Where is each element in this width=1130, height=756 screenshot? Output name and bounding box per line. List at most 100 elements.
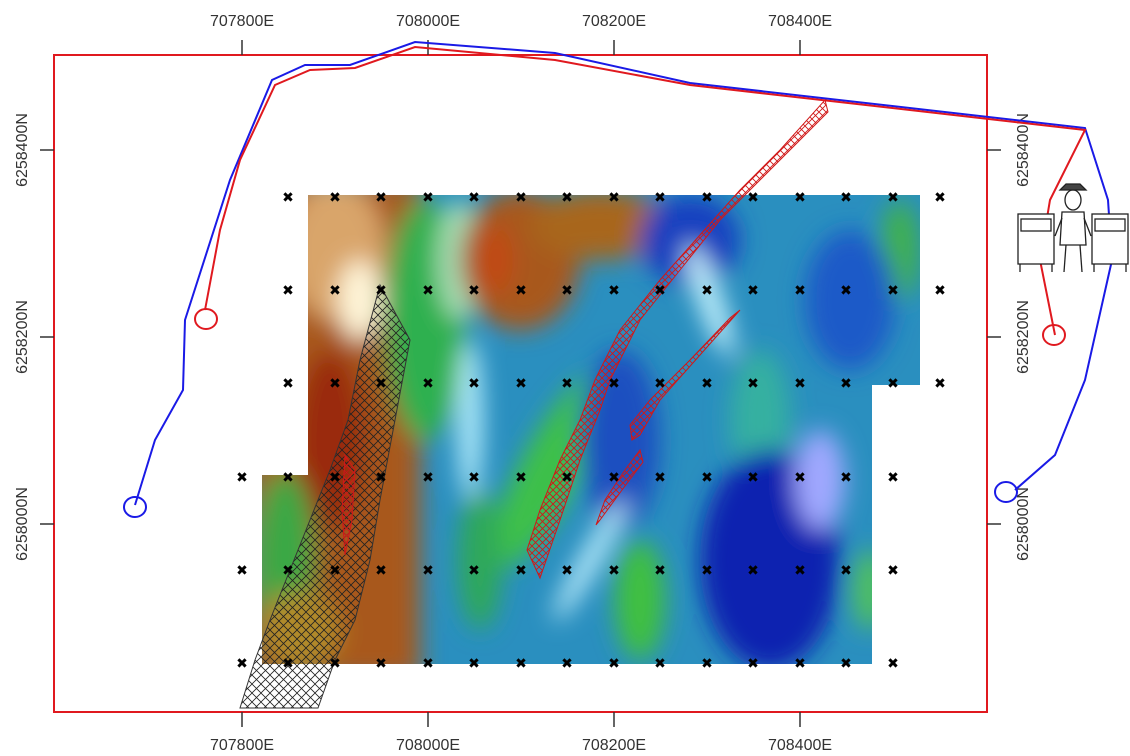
easting-label-bottom-3: 708200E <box>582 737 646 754</box>
blue-survey-track <box>134 40 1114 506</box>
easting-label-top-4: 708400E <box>768 13 832 30</box>
grid-station-marker: ✖ <box>747 283 759 299</box>
northing-label-left-3: 6258000N <box>14 487 31 561</box>
grid-station-marker: ✖ <box>840 283 852 299</box>
grid-station-marker: ✖ <box>701 656 713 672</box>
northing-label-left-2: 6258200N <box>14 300 31 374</box>
grid-station-marker: ✖ <box>282 376 294 392</box>
grid-station-marker: ✖ <box>654 376 666 392</box>
grid-station-marker: ✖ <box>375 283 387 299</box>
grid-station-marker: ✖ <box>236 563 248 579</box>
grid-station-marker: ✖ <box>794 656 806 672</box>
grid-station-marker: ✖ <box>934 190 946 206</box>
red-hatched-zone-3 <box>595 448 644 526</box>
grid-station-marker: ✖ <box>282 283 294 299</box>
grid-station-marker: ✖ <box>515 283 527 299</box>
grid-station-marker: ✖ <box>375 656 387 672</box>
grid-station-marker: ✖ <box>561 190 573 206</box>
grid-station-marker: ✖ <box>282 470 294 486</box>
grid-station-marker: ✖ <box>887 656 899 672</box>
grid-station-marker: ✖ <box>468 376 480 392</box>
grid-station-marker: ✖ <box>701 470 713 486</box>
grid-station-marker: ✖ <box>468 283 480 299</box>
grid-station-marker: ✖ <box>794 563 806 579</box>
grid-station-marker: ✖ <box>747 190 759 206</box>
grid-station-marker: ✖ <box>422 283 434 299</box>
red-hatched-sliver <box>341 453 356 556</box>
grid-station-marker: ✖ <box>747 656 759 672</box>
grid-station-marker: ✖ <box>887 470 899 486</box>
easting-label-bottom-4: 708400E <box>768 737 832 754</box>
grid-station-marker: ✖ <box>375 470 387 486</box>
grid-station-marker: ✖ <box>701 563 713 579</box>
grid-station-marker: ✖ <box>236 470 248 486</box>
grid-station-marker: ✖ <box>608 563 620 579</box>
grid-station-marker: ✖ <box>329 190 341 206</box>
grid-station-marker: ✖ <box>840 376 852 392</box>
grid-station-marker: ✖ <box>375 190 387 206</box>
grid-station-marker: ✖ <box>608 190 620 206</box>
grid-station-marker: ✖ <box>422 190 434 206</box>
grid-station-marker: ✖ <box>794 190 806 206</box>
northing-label-left-1: 6258400N <box>14 113 31 187</box>
grid-station-marker: ✖ <box>329 283 341 299</box>
grid-station-marker: ✖ <box>468 470 480 486</box>
grid-station-marker: ✖ <box>282 190 294 206</box>
blue-track-start-circle-east <box>994 481 1018 503</box>
grid-station-marker: ✖ <box>375 563 387 579</box>
grid-station-marker: ✖ <box>887 190 899 206</box>
grid-station-marker: ✖ <box>561 376 573 392</box>
grid-station-marker: ✖ <box>561 656 573 672</box>
grid-station-marker: ✖ <box>840 563 852 579</box>
northing-label-right-2: 6258200N <box>1015 300 1032 374</box>
grid-station-marker: ✖ <box>515 563 527 579</box>
grid-station-marker: ✖ <box>747 563 759 579</box>
grid-station-marker: ✖ <box>701 190 713 206</box>
grid-station-marker: ✖ <box>887 563 899 579</box>
easting-label-top-2: 708000E <box>396 13 460 30</box>
grid-station-marker: ✖ <box>515 376 527 392</box>
grid-station-marker: ✖ <box>515 190 527 206</box>
grid-station-marker: ✖ <box>794 376 806 392</box>
easting-label-top-1: 707800E <box>210 13 274 30</box>
grid-station-marker: ✖ <box>887 376 899 392</box>
grid-station-marker: ✖ <box>654 563 666 579</box>
grid-station-marker: ✖ <box>747 470 759 486</box>
grid-station-marker: ✖ <box>654 470 666 486</box>
grid-station-marker: ✖ <box>561 563 573 579</box>
grid-station-marker: ✖ <box>329 563 341 579</box>
grid-station-marker: ✖ <box>422 470 434 486</box>
grid-station-marker: ✖ <box>654 656 666 672</box>
northing-label-right-3: 6258000N <box>1015 487 1032 561</box>
grid-station-marker: ✖ <box>747 376 759 392</box>
grid-station-marker: ✖ <box>236 656 248 672</box>
grid-station-marker: ✖ <box>934 283 946 299</box>
grid-station-marker: ✖ <box>654 283 666 299</box>
northing-label-right-1: 6258400N <box>1015 113 1032 187</box>
red-hatched-zone-2 <box>629 309 741 441</box>
grid-station-marker: ✖ <box>561 470 573 486</box>
blue-track-start-circle-west <box>123 496 147 518</box>
grid-station-marker: ✖ <box>468 656 480 672</box>
grid-station-marker: ✖ <box>840 190 852 206</box>
grid-station-marker: ✖ <box>608 470 620 486</box>
red-survey-track <box>204 45 1087 336</box>
black-hatched-zone <box>239 283 411 709</box>
grid-station-marker: ✖ <box>422 563 434 579</box>
grid-station-marker: ✖ <box>329 656 341 672</box>
grid-station-marker: ✖ <box>375 376 387 392</box>
easting-label-top-3: 708200E <box>582 13 646 30</box>
grid-station-marker: ✖ <box>794 470 806 486</box>
grid-station-marker: ✖ <box>515 470 527 486</box>
grid-station-marker: ✖ <box>794 283 806 299</box>
easting-label-bottom-2: 708000E <box>396 737 460 754</box>
red-track-start-circle-east <box>1042 324 1066 346</box>
grid-station-marker: ✖ <box>701 376 713 392</box>
red-track-start-circle-west <box>194 308 218 330</box>
grid-station-marker: ✖ <box>515 656 527 672</box>
grid-station-marker: ✖ <box>608 283 620 299</box>
easting-label-bottom-1: 707800E <box>210 737 274 754</box>
red-hatched-zone-1 <box>526 98 829 580</box>
grid-station-marker: ✖ <box>282 563 294 579</box>
